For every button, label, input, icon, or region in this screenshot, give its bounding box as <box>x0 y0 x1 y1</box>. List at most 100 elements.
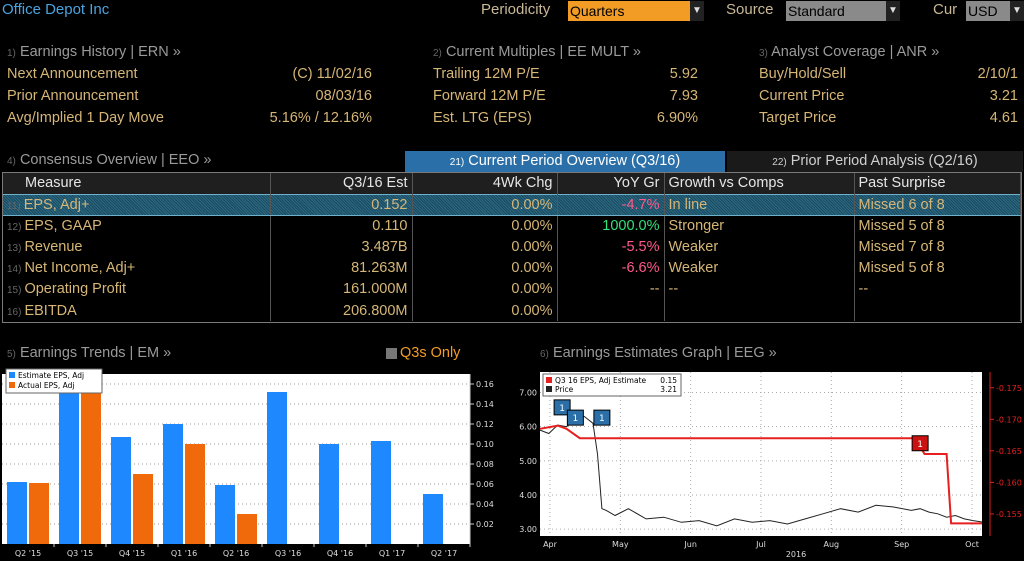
earnings-history-title[interactable]: 1) Earnings History | ERN » <box>7 44 181 60</box>
current-price-label: Current Price <box>759 88 845 104</box>
table-row[interactable]: 15) Operating Profit 161.000M 0.00% -- -- -- <box>3 278 1021 300</box>
legend-swatch-actual <box>9 382 15 388</box>
avg-move-value: 5.16% / 12.16% <box>269 110 372 126</box>
column-header-past-surprise[interactable]: Past Surprise <box>854 173 1021 194</box>
earnings-trends-title[interactable]: 5) Earnings Trends | EM » <box>7 345 172 361</box>
est-ltg-value: 6.90% <box>656 110 698 126</box>
chevron-down-icon: ▼ <box>690 1 704 21</box>
row-number: 15) <box>7 285 22 297</box>
measure-column-cell: 12) EPS, GAAP <box>3 215 271 237</box>
table-row[interactable]: 13) Revenue 3.487B 0.00% -5.5% Weaker Missed 7… <box>3 236 1021 258</box>
estimate-line <box>539 424 982 525</box>
actual-bar <box>133 474 153 544</box>
four-week-change-cell: 0.00% <box>412 215 558 237</box>
currency-value: USD <box>968 3 998 19</box>
legend-label-estimate: Estimate EPS, Adj <box>18 371 84 380</box>
x-tick-label: Jun <box>683 540 697 549</box>
right-y-tick-label: -0.155 <box>996 510 1022 519</box>
currency-label: Cur <box>933 1 958 18</box>
periodicity-label: Periodicity <box>481 1 551 18</box>
row-number: 11) <box>7 200 21 212</box>
table-row[interactable]: 12) EPS, GAAP 0.110 0.00% 1000.0% Stronger Mis… <box>3 215 1021 237</box>
measure-column-cell: 11) EPS, Adj+ <box>3 193 271 216</box>
yoy-growth-cell: -4.7% <box>557 193 665 216</box>
column-header-est[interactable]: Q3/16 Est <box>270 173 413 194</box>
four-week-change-cell: 0.00% <box>412 236 558 258</box>
periodicity-select[interactable]: Quarters ▼ <box>568 1 704 21</box>
growth-vs-comps-cell: In line <box>664 193 855 216</box>
measure-cell: Operating Profit <box>24 281 127 298</box>
legend: Q3 16 EPS, Adj Estimate 0.15 Price 3.21 <box>542 373 682 397</box>
four-week-change-cell: 0.00% <box>412 193 558 216</box>
currency-select[interactable]: USD ▼ <box>966 1 1024 21</box>
tab-current-period[interactable]: 21) Current Period Overview (Q3/16) <box>405 151 725 172</box>
past-surprise-cell: Missed 7 of 8 <box>854 236 1021 258</box>
measure-column-cell: 14) Net Income, Adj+ <box>3 257 271 279</box>
y-tick-label: 0.08 <box>476 460 494 469</box>
measure-cell: EPS, GAAP <box>24 218 102 235</box>
company-name[interactable]: Office Depot Inc <box>2 1 110 18</box>
tab-prior-period[interactable]: 22) Prior Period Analysis (Q2/16) <box>727 151 1023 172</box>
growth-vs-comps-cell: Weaker <box>664 236 855 258</box>
estimate-bar <box>423 494 443 544</box>
column-header-4wk-chg[interactable]: 4Wk Chg <box>412 173 558 194</box>
x-tick-label: Q4 '16 <box>327 549 353 558</box>
x-tick-label: Sep <box>894 540 909 549</box>
x-tick-label: Q3 '16 <box>275 549 301 558</box>
yoy-growth-cell: -6.6% <box>557 257 665 279</box>
estimate-bar <box>267 392 287 544</box>
y-tick-label: 0.10 <box>476 440 494 449</box>
avg-move-label: Avg/Implied 1 Day Move <box>7 110 164 126</box>
x-tick-label: Aug <box>824 540 840 549</box>
revision-marker-label: 1 <box>599 414 605 424</box>
right-y-tick-label: -0.170 <box>996 415 1022 424</box>
measure-column-cell: 13) Revenue <box>3 236 271 258</box>
four-week-change-cell: 0.00% <box>412 257 558 279</box>
yoy-growth-cell: -5.5% <box>557 236 665 258</box>
earnings-estimates-chart: 3.00 4.00 5.00 6.00 7.00 -0.155 -0.160 -0.165 -0… <box>519 372 1022 559</box>
growth-vs-comps-cell <box>664 299 855 322</box>
x-tick-label: Q2 '17 <box>431 549 457 558</box>
measure-cell: Revenue <box>24 238 83 255</box>
prior-announcement-value: 08/03/16 <box>315 88 372 104</box>
consensus-table: Measure Q3/16 Est 4Wk Chg YoY Gr Growth … <box>2 172 1022 323</box>
earnings-estimates-graph-title[interactable]: 6) Earnings Estimates Graph | EEG » <box>540 345 777 361</box>
q3s-only-toggle[interactable]: Q3s Only <box>386 345 460 361</box>
legend-swatch <box>546 377 552 383</box>
table-row[interactable]: 11) EPS, Adj+ 0.152 0.00% -4.7% In line Missed… <box>3 193 1021 216</box>
legend-label: Q3 16 EPS, Adj Estimate <box>555 376 647 385</box>
analyst-coverage-title[interactable]: 3) Analyst Coverage | ANR » <box>759 44 940 60</box>
earnings-trends-chart: 0.02 0.04 0.06 0.08 0.10 0.12 0.14 0.16 Q2 '15 Q3… <box>2 368 494 558</box>
forward-pe-label: Forward 12M P/E <box>433 88 546 104</box>
y-tick-label: 0.16 <box>476 380 494 389</box>
source-select[interactable]: Standard ▼ <box>786 1 900 21</box>
estimate-cell: 0.152 <box>270 193 413 216</box>
buy-hold-sell-label: Buy/Hold/Sell <box>759 66 847 82</box>
column-header-yoy-gr[interactable]: YoY Gr <box>557 173 665 194</box>
chevron-down-icon: ▼ <box>886 1 900 21</box>
periodicity-value: Quarters <box>570 3 625 19</box>
est-ltg-label: Est. LTG (EPS) <box>433 110 532 126</box>
column-header-measure[interactable]: Measure <box>3 173 271 194</box>
estimate-bar <box>319 444 339 544</box>
estimate-bar <box>371 441 391 544</box>
consensus-overview-title[interactable]: 4) Consensus Overview | EEO » <box>7 152 212 168</box>
table-header-row: Measure Q3/16 Est 4Wk Chg YoY Gr Growth … <box>3 173 1021 194</box>
table-row[interactable]: 14) Net Income, Adj+ 81.263M 0.00% -6.6% Weak… <box>3 257 1021 279</box>
current-multiples-title[interactable]: 2) Current Multiples | EE MULT » <box>433 44 641 60</box>
prior-announcement-label: Prior Announcement <box>7 88 139 104</box>
right-y-tick-label: -0.175 <box>996 384 1022 393</box>
left-y-tick-label: 7.00 <box>519 389 537 398</box>
x-tick-label: Apr <box>543 540 558 549</box>
column-header-growth-vs-comps[interactable]: Growth vs Comps <box>664 173 855 194</box>
revision-marker-box <box>593 409 611 426</box>
x-tick-label: Q1 '16 <box>171 549 197 558</box>
x-tick-label: May <box>612 540 629 549</box>
x-tick-label: Oct <box>965 540 979 549</box>
next-announcement-label: Next Announcement <box>7 66 138 82</box>
table-row[interactable]: 16) EBITDA 206.800M 0.00% <box>3 299 1021 322</box>
legend-swatch <box>546 386 552 392</box>
revision-marker-label: 1 <box>917 440 923 450</box>
past-surprise-cell <box>854 299 1021 322</box>
